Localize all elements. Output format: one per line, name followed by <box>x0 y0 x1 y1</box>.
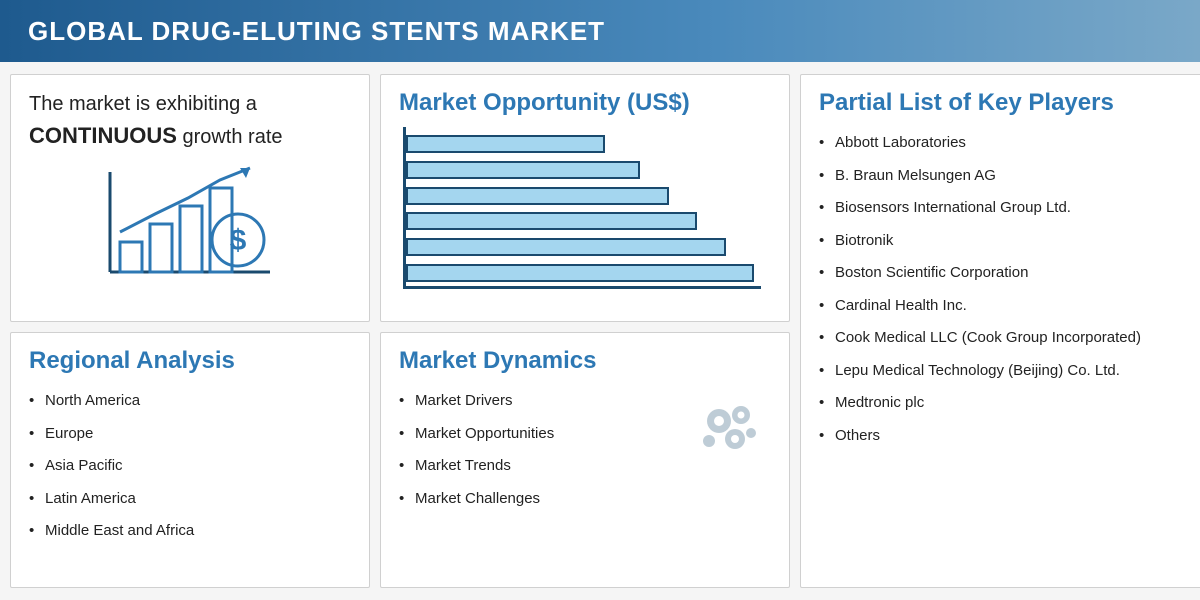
list-item: Asia Pacific <box>29 450 351 483</box>
dynamics-card: Market Dynamics Market Drivers Market Op… <box>380 332 790 588</box>
growth-chart-icon: $ <box>29 162 351 282</box>
list-item: Medtronic plc <box>819 387 1191 420</box>
growth-card: The market is exhibiting a CONTINUOUS gr… <box>10 74 370 322</box>
chart-bar <box>406 212 697 230</box>
left-column: The market is exhibiting a CONTINUOUS gr… <box>10 74 370 588</box>
right-column: Partial List of Key Players Abbott Labor… <box>800 74 1200 588</box>
growth-text: The market is exhibiting a CONTINUOUS gr… <box>29 89 351 152</box>
regional-title: Regional Analysis <box>29 347 351 375</box>
list-item: Biosensors International Group Ltd. <box>819 192 1191 225</box>
list-item: Abbott Laboratories <box>819 127 1191 160</box>
list-item: B. Braun Melsungen AG <box>819 160 1191 193</box>
growth-strong: CONTINUOUS <box>29 123 177 148</box>
list-item: Latin America <box>29 483 351 516</box>
regional-card: Regional Analysis North America Europe A… <box>10 332 370 588</box>
dynamics-title: Market Dynamics <box>399 347 771 375</box>
opportunity-chart <box>403 127 771 307</box>
opportunity-card: Market Opportunity (US$) <box>380 74 790 322</box>
players-title: Partial List of Key Players <box>819 89 1191 117</box>
content-grid: The market is exhibiting a CONTINUOUS gr… <box>0 62 1200 600</box>
chart-x-axis <box>403 286 761 289</box>
svg-text:$: $ <box>230 224 247 257</box>
players-card: Partial List of Key Players Abbott Labor… <box>800 74 1200 588</box>
middle-column: Market Opportunity (US$) Market Dynamics… <box>380 74 790 588</box>
regional-list: North America Europe Asia Pacific Latin … <box>29 385 351 548</box>
opportunity-title: Market Opportunity (US$) <box>399 89 771 117</box>
list-item: Boston Scientific Corporation <box>819 257 1191 290</box>
chart-bar <box>406 135 605 153</box>
growth-line1: The market is exhibiting a <box>29 93 257 115</box>
page-title: GLOBAL DRUG-ELUTING STENTS MARKET <box>28 16 605 47</box>
list-item: Middle East and Africa <box>29 515 351 548</box>
chart-bars <box>406 131 761 286</box>
list-item: Others <box>819 420 1191 453</box>
growth-suffix: growth rate <box>177 126 283 148</box>
chart-bar <box>406 187 669 205</box>
chart-bar <box>406 238 726 256</box>
list-item: Market Challenges <box>399 483 771 516</box>
chart-bar <box>406 264 754 282</box>
chart-bar <box>406 161 640 179</box>
list-item: Lepu Medical Technology (Beijing) Co. Lt… <box>819 355 1191 388</box>
list-item: Cardinal Health Inc. <box>819 290 1191 323</box>
gears-icon <box>695 393 765 463</box>
list-item: North America <box>29 385 351 418</box>
list-item: Biotronik <box>819 225 1191 258</box>
header-banner: GLOBAL DRUG-ELUTING STENTS MARKET <box>0 0 1200 62</box>
players-list: Abbott Laboratories B. Braun Melsungen A… <box>819 127 1191 452</box>
list-item: Cook Medical LLC (Cook Group Incorporate… <box>819 322 1191 355</box>
list-item: Europe <box>29 418 351 451</box>
